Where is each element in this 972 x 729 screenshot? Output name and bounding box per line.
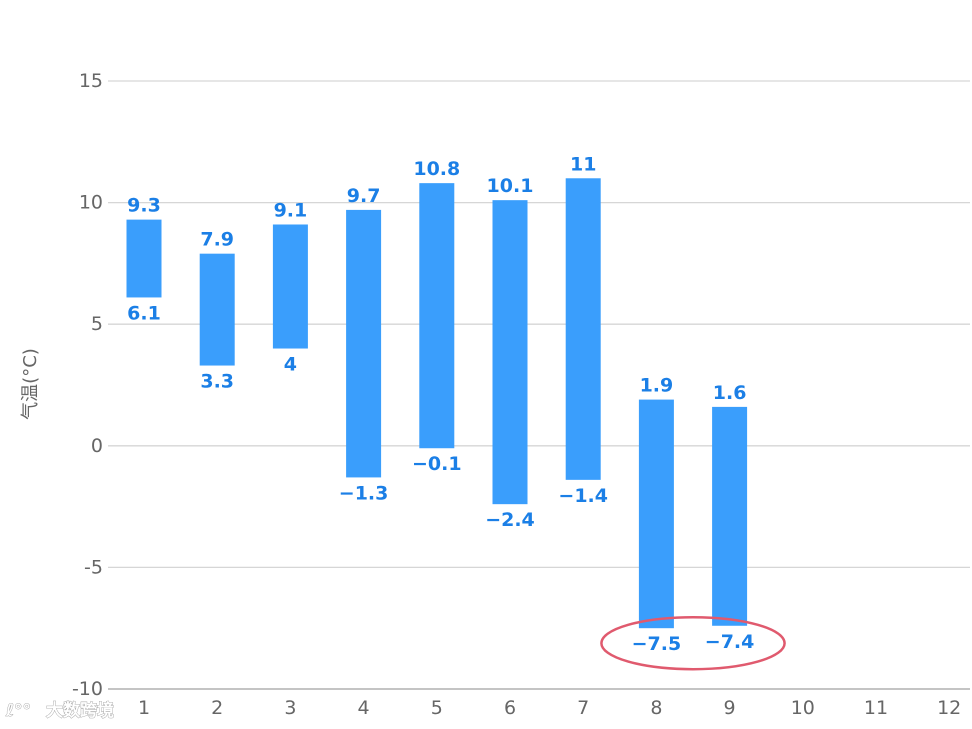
y-tick-label: 10 — [79, 192, 103, 214]
data-label-low: −1.4 — [558, 485, 608, 507]
bars — [126, 178, 748, 629]
bar — [638, 399, 674, 629]
y-tick-label: -10 — [72, 678, 103, 700]
x-tick-label: 9 — [724, 697, 736, 719]
data-label-high: 9.3 — [127, 195, 161, 217]
x-tick-label: 6 — [504, 697, 516, 719]
y-tick-label: 5 — [91, 313, 103, 335]
watermark-text: 大数跨境 — [46, 700, 114, 721]
y-tick-label: 0 — [91, 435, 103, 457]
bar — [272, 224, 308, 349]
data-label-low: −0.1 — [412, 453, 462, 475]
bar — [126, 219, 162, 298]
bar — [712, 406, 748, 626]
data-label-low: −7.4 — [705, 631, 755, 653]
y-tick-label: -5 — [84, 556, 103, 578]
data-label-low: 6.1 — [127, 302, 161, 324]
gridlines — [108, 80, 970, 690]
y-tick-label: 15 — [79, 70, 103, 92]
data-label-high: 7.9 — [200, 229, 234, 251]
x-tick-label: 8 — [650, 697, 662, 719]
watermark-logo-icon: ℓ°° — [5, 701, 31, 721]
data-label-high: 11 — [570, 153, 596, 175]
y-axis-label: 气温(°C) — [20, 348, 41, 420]
y-tick-labels: 15 10 5 0 -5 -10 — [72, 70, 103, 700]
x-tick-labels: 1 2 3 4 5 6 7 8 9 10 11 12 — [138, 697, 961, 719]
bar — [565, 178, 601, 480]
x-tick-label: 11 — [864, 697, 888, 719]
bar — [419, 183, 455, 449]
bar — [492, 200, 528, 505]
data-label-high: 9.7 — [347, 185, 381, 207]
data-label-low: −2.4 — [485, 509, 535, 531]
data-label-low: 3.3 — [200, 371, 234, 393]
x-tick-label: 7 — [577, 697, 589, 719]
data-label-low: −7.5 — [632, 633, 682, 655]
x-tick-label: 4 — [358, 697, 370, 719]
highlight-ellipse — [600, 615, 786, 671]
bar — [199, 253, 235, 366]
data-label-high: 9.1 — [274, 199, 308, 221]
data-label-low: 4 — [284, 354, 297, 376]
data-label-high: 1.9 — [640, 375, 674, 397]
data-label-low: −1.3 — [339, 482, 389, 504]
data-label-high: 1.6 — [713, 382, 747, 404]
x-tick-label: 2 — [211, 697, 223, 719]
x-tick-label: 12 — [937, 697, 961, 719]
data-label-high: 10.1 — [487, 175, 534, 197]
data-labels: 9.3 6.1 7.9 3.3 9.1 4 9.7 −1.3 10.8 −0.1 10.1 −2.4 1… — [127, 153, 754, 655]
x-tick-label: 3 — [284, 697, 296, 719]
x-tick-label: 10 — [791, 697, 815, 719]
watermark: ℓ°° 大数跨境 — [5, 700, 115, 722]
x-tick-label: 5 — [431, 697, 443, 719]
x-tick-label: 1 — [138, 697, 150, 719]
data-label-high: 10.8 — [413, 158, 460, 180]
bar — [346, 209, 382, 478]
